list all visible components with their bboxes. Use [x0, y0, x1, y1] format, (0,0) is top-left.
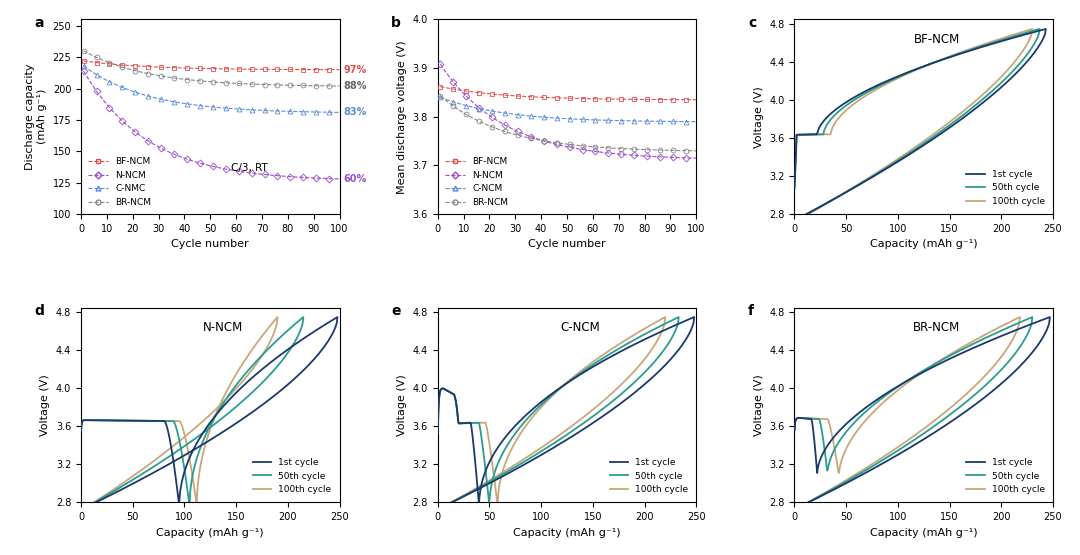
- Y-axis label: Voltage (V): Voltage (V): [754, 374, 764, 436]
- Text: c: c: [748, 16, 756, 29]
- Text: b: b: [391, 16, 401, 29]
- Text: 97%: 97%: [343, 65, 366, 75]
- Y-axis label: Voltage (V): Voltage (V): [397, 374, 407, 436]
- Text: 88%: 88%: [343, 81, 367, 91]
- X-axis label: Cycle number: Cycle number: [172, 239, 249, 249]
- Text: C-NCM: C-NCM: [561, 321, 599, 334]
- Text: 83%: 83%: [343, 107, 367, 117]
- Legend: 1st cycle, 50th cycle, 100th cycle: 1st cycle, 50th cycle, 100th cycle: [963, 166, 1049, 210]
- Text: d: d: [35, 304, 44, 317]
- Text: BR-NCM: BR-NCM: [913, 321, 960, 334]
- Text: f: f: [748, 304, 754, 317]
- Legend: 1st cycle, 50th cycle, 100th cycle: 1st cycle, 50th cycle, 100th cycle: [606, 455, 692, 498]
- Text: a: a: [35, 16, 44, 29]
- X-axis label: Capacity (mAh g⁻¹): Capacity (mAh g⁻¹): [869, 528, 977, 538]
- Y-axis label: Discharge capacity
(mAh g⁻¹): Discharge capacity (mAh g⁻¹): [25, 63, 46, 170]
- X-axis label: Capacity (mAh g⁻¹): Capacity (mAh g⁻¹): [513, 528, 621, 538]
- Y-axis label: Voltage (V): Voltage (V): [754, 86, 764, 148]
- Legend: BF-NCM, N-NCM, C-NCM, BR-NCM: BF-NCM, N-NCM, C-NCM, BR-NCM: [442, 155, 511, 210]
- X-axis label: Capacity (mAh g⁻¹): Capacity (mAh g⁻¹): [869, 239, 977, 249]
- Legend: BF-NCM, N-NCM, C-NMC, BR-NCM: BF-NCM, N-NCM, C-NMC, BR-NCM: [85, 155, 154, 210]
- Text: e: e: [391, 304, 401, 317]
- Legend: 1st cycle, 50th cycle, 100th cycle: 1st cycle, 50th cycle, 100th cycle: [249, 455, 335, 498]
- Legend: 1st cycle, 50th cycle, 100th cycle: 1st cycle, 50th cycle, 100th cycle: [963, 455, 1049, 498]
- X-axis label: Cycle number: Cycle number: [528, 239, 606, 249]
- X-axis label: Capacity (mAh g⁻¹): Capacity (mAh g⁻¹): [157, 528, 265, 538]
- Y-axis label: Mean discharge voltage (V): Mean discharge voltage (V): [397, 40, 407, 194]
- Text: BF-NCM: BF-NCM: [914, 33, 960, 46]
- Text: N-NCM: N-NCM: [203, 321, 243, 334]
- Text: C/3, RT: C/3, RT: [231, 163, 268, 173]
- Y-axis label: Voltage (V): Voltage (V): [40, 374, 51, 436]
- Text: 60%: 60%: [343, 174, 366, 184]
